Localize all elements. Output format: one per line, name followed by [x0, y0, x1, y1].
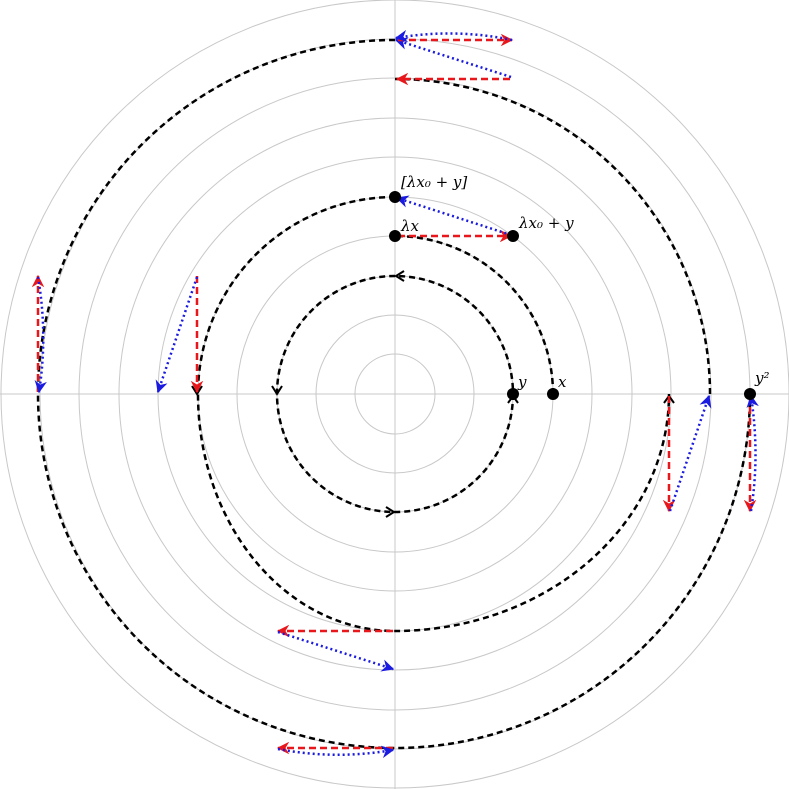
points: [389, 191, 756, 400]
jumps: [31, 29, 759, 759]
label: [λx₀ + y]: [401, 173, 467, 191]
point: [507, 388, 519, 400]
label: x: [558, 373, 567, 391]
label: λx₀ + y: [518, 214, 574, 232]
label: λx: [400, 217, 420, 235]
point: [547, 388, 559, 400]
point: [744, 388, 756, 400]
label: y: [517, 373, 527, 391]
label: y²: [754, 369, 770, 387]
orbits: [36, 38, 752, 750]
point: [389, 230, 401, 242]
point: [389, 191, 401, 203]
point: [507, 230, 519, 242]
